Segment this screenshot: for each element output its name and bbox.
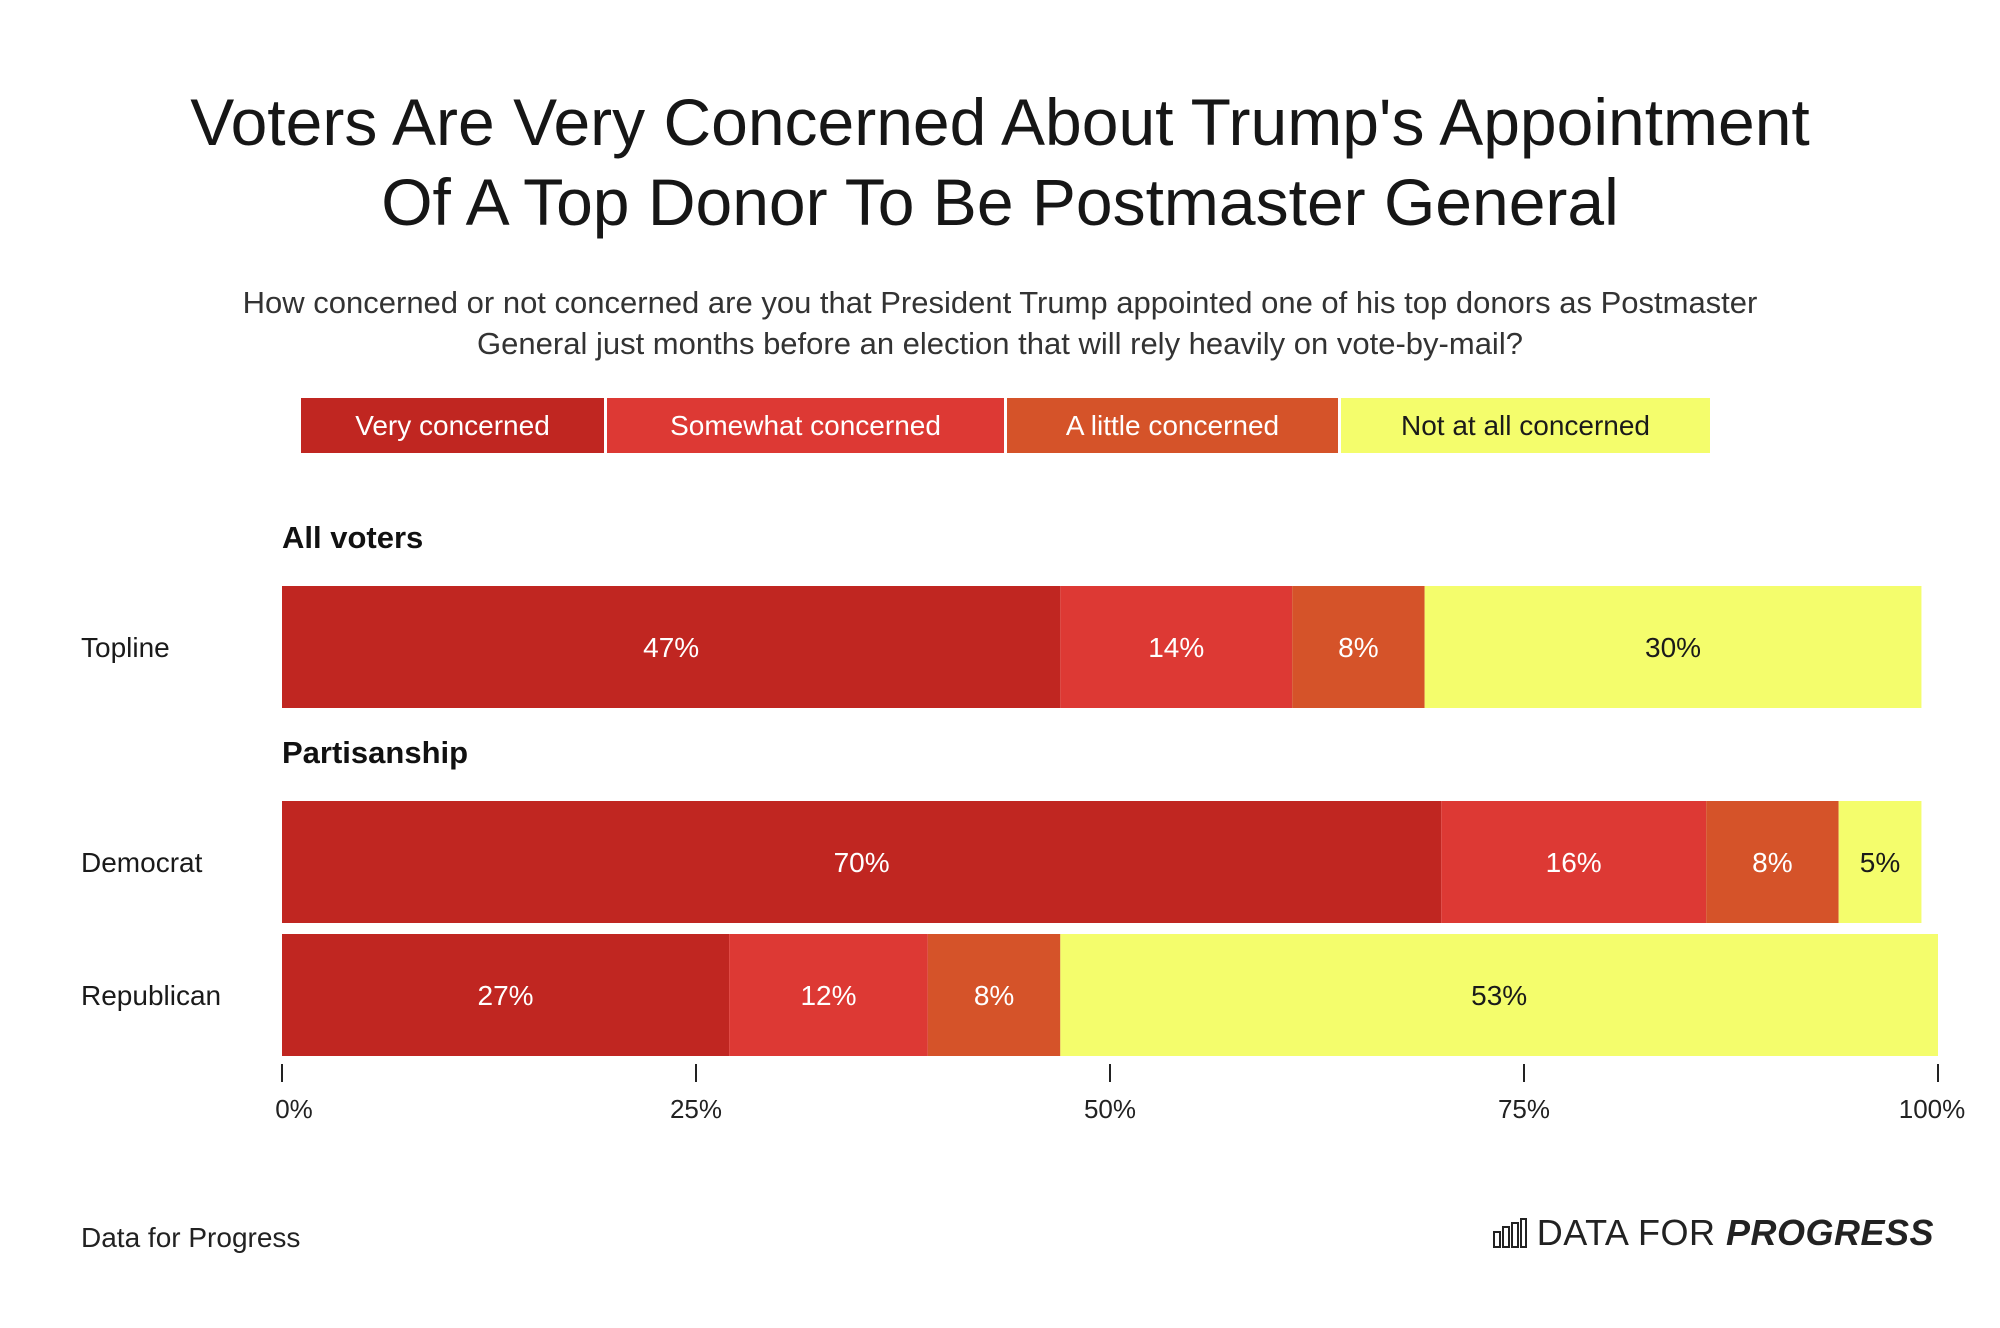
data-label: 5% [1860,847,1900,878]
bar-segment-little [1706,801,1839,923]
group-header: Partisanship [282,735,468,770]
bar-chart-logo-icon [1492,1218,1527,1248]
legend: Very concerned Somewhat concerned A little… [301,398,1713,453]
title-line-2: Of A Top Donor To Be Postmaster General [381,165,1619,239]
bar-segment-little [1292,586,1425,708]
legend-item-somewhat: Somewhat concerned [607,398,1004,453]
stacked-bar-chart: All voters Topline 47% 14% 8% 30% Partisanship… [81,520,1966,1124]
data-label: 30% [1645,632,1701,663]
subtitle-line-1: How concerned or not concerned are you t… [242,285,1758,320]
data-label: 70% [834,847,890,878]
brand-logo: DATA FOR PROGRESS [1492,1212,1934,1254]
title-line-1: Voters Are Very Concerned About Trump's … [190,85,1810,159]
source-label: Data for Progress [81,1222,301,1253]
subtitle-line-2: General just months before an election t… [477,326,1523,361]
row-label: Democrat [81,847,203,878]
x-tick-label: 100% [1899,1094,1966,1124]
data-label: 47% [643,632,699,663]
data-label: 53% [1471,980,1527,1011]
data-label: 8% [974,980,1014,1011]
bar-segment-not [1838,801,1922,923]
legend-item-little: A little concerned [1007,398,1338,453]
bar-segment-somewhat [1441,801,1707,923]
bar-segment-not [1424,586,1922,708]
bar-segment-somewhat [1060,586,1293,708]
brand-text-light: DATA FOR [1536,1212,1726,1253]
group-header: All voters [282,520,423,555]
bar-segment-not [1060,934,1938,1056]
legend-item-very: Very concerned [301,398,604,453]
data-label: 12% [800,980,856,1011]
bar-segment-somewhat [729,934,928,1056]
brand-text-bold: PROGRESS [1725,1212,1934,1253]
bar-segment-very [282,934,730,1056]
x-tick-label: 0% [275,1094,313,1124]
x-tick-label: 25% [670,1094,722,1124]
data-label: 27% [478,980,534,1011]
row-label: Republican [81,980,221,1011]
bar-segment-very [282,801,1442,923]
row-label: Topline [81,632,170,663]
bar-segment-very [282,586,1061,708]
x-tick-label: 75% [1498,1094,1550,1124]
data-label: 16% [1546,847,1602,878]
chart-title: Voters Are Very Concerned About Trump's … [60,82,1940,242]
data-label: 14% [1148,632,1204,663]
x-tick-label: 50% [1084,1094,1136,1124]
legend-item-not: Not at all concerned [1341,398,1710,453]
chart-subtitle: How concerned or not concerned are you t… [100,282,1900,364]
data-label: 8% [1752,847,1792,878]
data-label: 8% [1338,632,1378,663]
bar-segment-little [927,934,1061,1056]
